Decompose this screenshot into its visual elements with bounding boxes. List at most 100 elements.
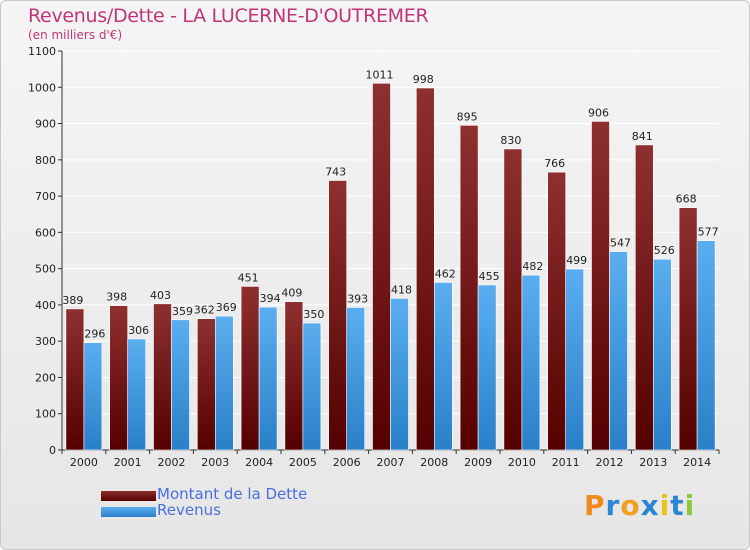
- bar-dette: [591, 121, 610, 451]
- bar-value-label: 830: [500, 134, 521, 147]
- bar-dette: [328, 180, 348, 451]
- bar-revenus: [302, 322, 322, 451]
- y-tick-label: 100: [35, 408, 56, 421]
- bar-dette: [65, 308, 85, 451]
- x-tick-label: 2002: [158, 456, 186, 469]
- bar-value-label: 418: [391, 283, 412, 296]
- bar-revenus: [433, 282, 453, 451]
- logo-letter: x: [640, 489, 660, 522]
- bar-value-label: 389: [62, 294, 83, 307]
- legend-swatch-revenus: [101, 507, 156, 517]
- bar-value-label: 451: [238, 271, 259, 284]
- bar-value-label: 455: [479, 270, 500, 283]
- bar-revenus: [346, 307, 366, 451]
- bar-value-label: 359: [172, 305, 193, 318]
- bar-dette: [153, 303, 172, 451]
- legend-label-revenus: Revenus: [157, 501, 221, 519]
- bar-value-label: 369: [216, 301, 237, 314]
- bar-value-label: 1011: [366, 68, 394, 81]
- bar-value-label: 398: [106, 291, 127, 304]
- y-tick-label: 500: [35, 263, 56, 276]
- logo-letter: o: [620, 489, 641, 522]
- bar-revenus: [696, 240, 716, 451]
- x-tick-label: 2004: [245, 456, 273, 469]
- bar-dette: [678, 207, 698, 451]
- logo-letter: P: [584, 489, 606, 522]
- bar-dette: [197, 318, 216, 451]
- bar-revenus: [521, 274, 541, 451]
- chart-subtitle: (en milliers d'€): [28, 28, 123, 42]
- bar-value-label: 895: [457, 110, 478, 123]
- bar-revenus: [258, 306, 278, 451]
- logo-letter: i: [659, 489, 671, 522]
- bar-revenus: [565, 268, 585, 451]
- logo-letter: t: [670, 489, 685, 522]
- legend-swatch-dette: [101, 491, 156, 501]
- y-tick-label: 0: [49, 444, 56, 457]
- bar-dette: [634, 144, 654, 451]
- x-tick-label: 2006: [333, 456, 361, 469]
- bar-dette: [547, 171, 567, 451]
- bar-value-label: 499: [566, 254, 587, 267]
- logo-letter: i: [684, 489, 696, 522]
- bar-value-label: 526: [654, 244, 675, 257]
- y-tick-label: 900: [35, 118, 56, 131]
- bar-dette: [459, 125, 479, 451]
- bar-dette: [240, 286, 260, 451]
- x-tick-label: 2007: [377, 456, 405, 469]
- bar-revenus: [215, 315, 234, 451]
- proxiti-logo: Proxiti: [584, 489, 695, 522]
- y-tick-label: 800: [35, 154, 56, 167]
- y-tick-label: 300: [35, 335, 56, 348]
- bar-dette: [284, 301, 304, 451]
- bar-value-label: 393: [347, 292, 368, 305]
- y-tick-label: 600: [35, 226, 56, 239]
- y-tick-label: 1100: [28, 45, 56, 58]
- y-tick-label: 200: [35, 371, 56, 384]
- bar-revenus: [390, 298, 409, 451]
- x-tick-label: 2009: [464, 456, 492, 469]
- bar-value-label: 743: [325, 165, 346, 178]
- y-tick-label: 700: [35, 190, 56, 203]
- bar-dette: [415, 87, 435, 451]
- y-tick-label: 1000: [28, 81, 56, 94]
- x-tick-label: 2013: [639, 456, 667, 469]
- bar-revenus: [609, 251, 628, 451]
- bar-value-label: 482: [522, 260, 543, 273]
- logo-letter: r: [605, 489, 621, 522]
- x-tick-label: 2003: [201, 456, 229, 469]
- bar-value-label: 350: [303, 308, 324, 321]
- x-tick-label: 2010: [508, 456, 536, 469]
- bar-value-label: 998: [413, 73, 434, 86]
- x-tick-label: 2008: [420, 456, 448, 469]
- x-tick-label: 2011: [552, 456, 580, 469]
- bar-value-label: 403: [150, 289, 171, 302]
- x-tick-label: 2000: [70, 456, 98, 469]
- bar-value-label: 577: [698, 226, 719, 239]
- bar-value-label: 841: [632, 130, 653, 143]
- x-tick-label: 2001: [114, 456, 142, 469]
- legend-label-dette: Montant de la Dette: [157, 485, 308, 503]
- bar-value-label: 409: [281, 287, 302, 300]
- bar-revenus: [652, 258, 672, 451]
- bar-revenus: [127, 338, 146, 451]
- chart-title: Revenus/Dette - LA LUCERNE-D'OUTREMER: [28, 5, 429, 27]
- x-tick-label: 2005: [289, 456, 317, 469]
- bar-value-label: 296: [84, 328, 105, 341]
- x-tick-label: 2012: [596, 456, 624, 469]
- bar-revenus: [171, 319, 190, 451]
- bar-revenus: [83, 342, 103, 451]
- bar-value-label: 306: [128, 324, 149, 337]
- y-tick-label: 400: [35, 299, 56, 312]
- bar-value-label: 766: [544, 157, 565, 170]
- bar-dette: [372, 82, 391, 451]
- bar-dette: [503, 148, 523, 451]
- bar-revenus: [477, 284, 497, 451]
- bar-value-label: 668: [676, 193, 697, 206]
- bar-dette: [109, 305, 128, 451]
- x-tick-label: 2014: [683, 456, 711, 469]
- bar-value-label: 362: [194, 304, 215, 317]
- bar-value-label: 906: [588, 106, 609, 119]
